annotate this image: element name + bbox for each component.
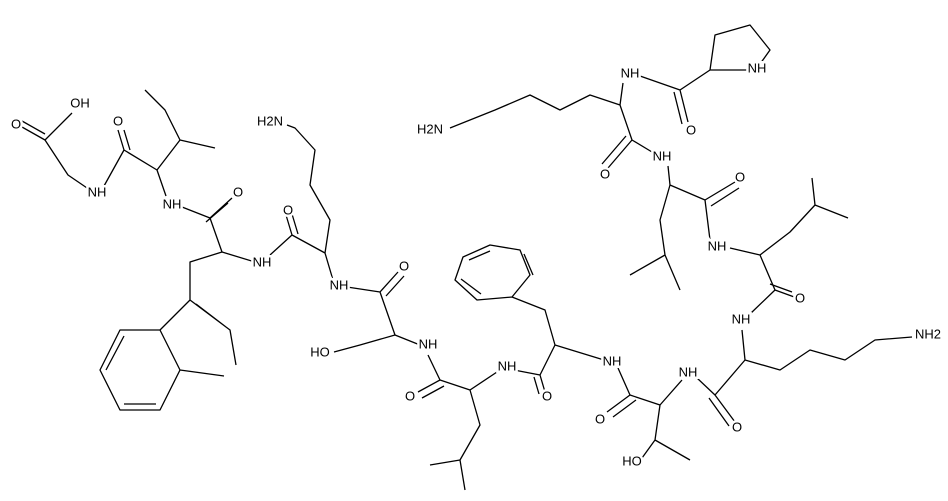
atom-label: NH2 [915,326,941,341]
atom-label: O [283,202,293,217]
bond [333,271,421,353]
atom-label: H2N [417,121,443,136]
bond [21,112,91,191]
atom-label: NH [653,148,672,163]
atom-label: NH [88,184,107,199]
atom-label: O [11,116,21,131]
atom-label: NH [708,238,727,253]
atom-label: NH [253,254,272,269]
atom-label: O [686,122,696,137]
bond [417,354,501,491]
atom-label: HO [622,453,642,468]
bond [103,89,216,197]
atom-label: O [600,166,610,181]
atom-label: OH [70,95,90,110]
bond [629,165,740,291]
atom-label: O [595,411,605,426]
atom-label: O [405,388,415,403]
atom-label: O [233,184,243,199]
bond [639,24,771,125]
atom-labels: O OH NH O NH O NH H2N O NH O HO NH O NH O NH O HO NH O NH NH2 O… [8,58,943,471]
atom-label: NH [330,277,349,292]
bond [99,197,256,411]
atom-label: HO [310,344,330,359]
atom-label: O [735,169,745,184]
atom-label: H2N [257,113,283,128]
atom-label: NH [679,364,698,379]
atom-label: NH [732,311,751,326]
atom-label: NH [498,358,517,373]
atom-label: NH [419,336,438,351]
atom-label: NH [621,65,640,80]
atom-label: O [399,258,409,273]
bonds [21,24,913,491]
bond [696,329,913,427]
atom-label: O [542,388,552,403]
atom-label: O [113,113,123,128]
atom-label: NH [603,353,622,368]
bond [449,82,653,169]
atom-label: O [732,419,742,434]
atom-label: NH [163,196,182,211]
bond [269,124,334,281]
bond [729,177,849,315]
bond [454,244,605,395]
atom-label: NH [748,60,767,75]
atom-label: O [795,290,805,305]
bond [606,367,691,461]
